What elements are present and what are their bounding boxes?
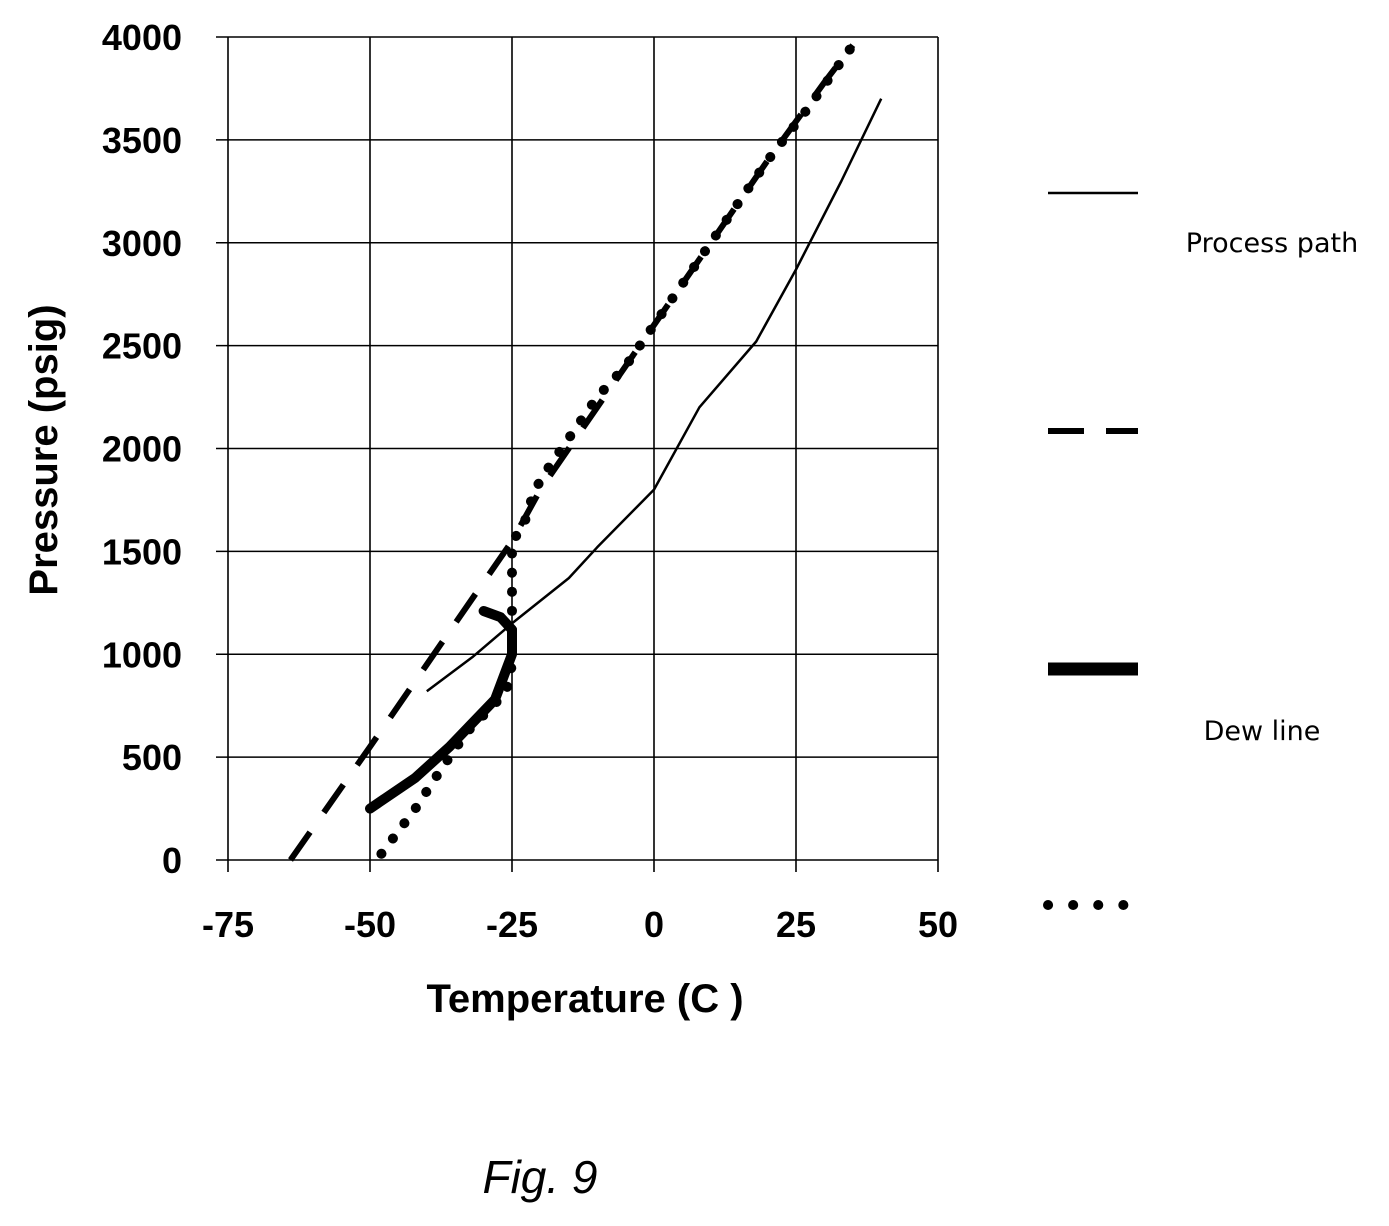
y-tick-label: 2500: [102, 326, 182, 367]
x-tick-label: 50: [918, 904, 958, 945]
series-lines: [288, 40, 883, 862]
x-tick-label: -75: [202, 904, 254, 945]
series-line-4: [376, 40, 858, 859]
legend-label-1: Process path: [1186, 228, 1358, 259]
series-line-3: [365, 606, 517, 814]
y-tick-label: 2000: [102, 429, 182, 470]
y-tick-label: 1000: [102, 634, 182, 675]
x-tick-label: 25: [776, 904, 816, 945]
y-tick-label: 3000: [102, 223, 182, 264]
y-tick-label: 3500: [102, 120, 182, 161]
figure-caption: Fig. 9: [482, 1151, 598, 1203]
y-axis-title: Pressure (psig): [22, 304, 66, 595]
x-tick-label: -50: [344, 904, 396, 945]
x-tick-label: 0: [644, 904, 664, 945]
grid-lines: [216, 36, 939, 872]
x-axis-title: Temperature (C ): [426, 977, 743, 1021]
axis-ticks: -75 -50 -25 0 25 5005001000150020002500300035…: [102, 17, 958, 945]
series-line-2: [288, 43, 856, 862]
legend-label-3: Dew line: [1204, 716, 1321, 747]
y-tick-label: 4000: [102, 17, 182, 58]
y-tick-label: 1500: [102, 531, 182, 572]
pressure-temperature-chart: -75 -50 -25 0 25 5005001000150020002500300035…: [22, 17, 1358, 1021]
y-tick-label: 0: [162, 840, 182, 881]
series-line-1: [426, 98, 883, 693]
y-tick-label: 500: [122, 737, 182, 778]
x-tick-label: -25: [486, 904, 538, 945]
legend: Process path Dew line: [1043, 191, 1358, 910]
